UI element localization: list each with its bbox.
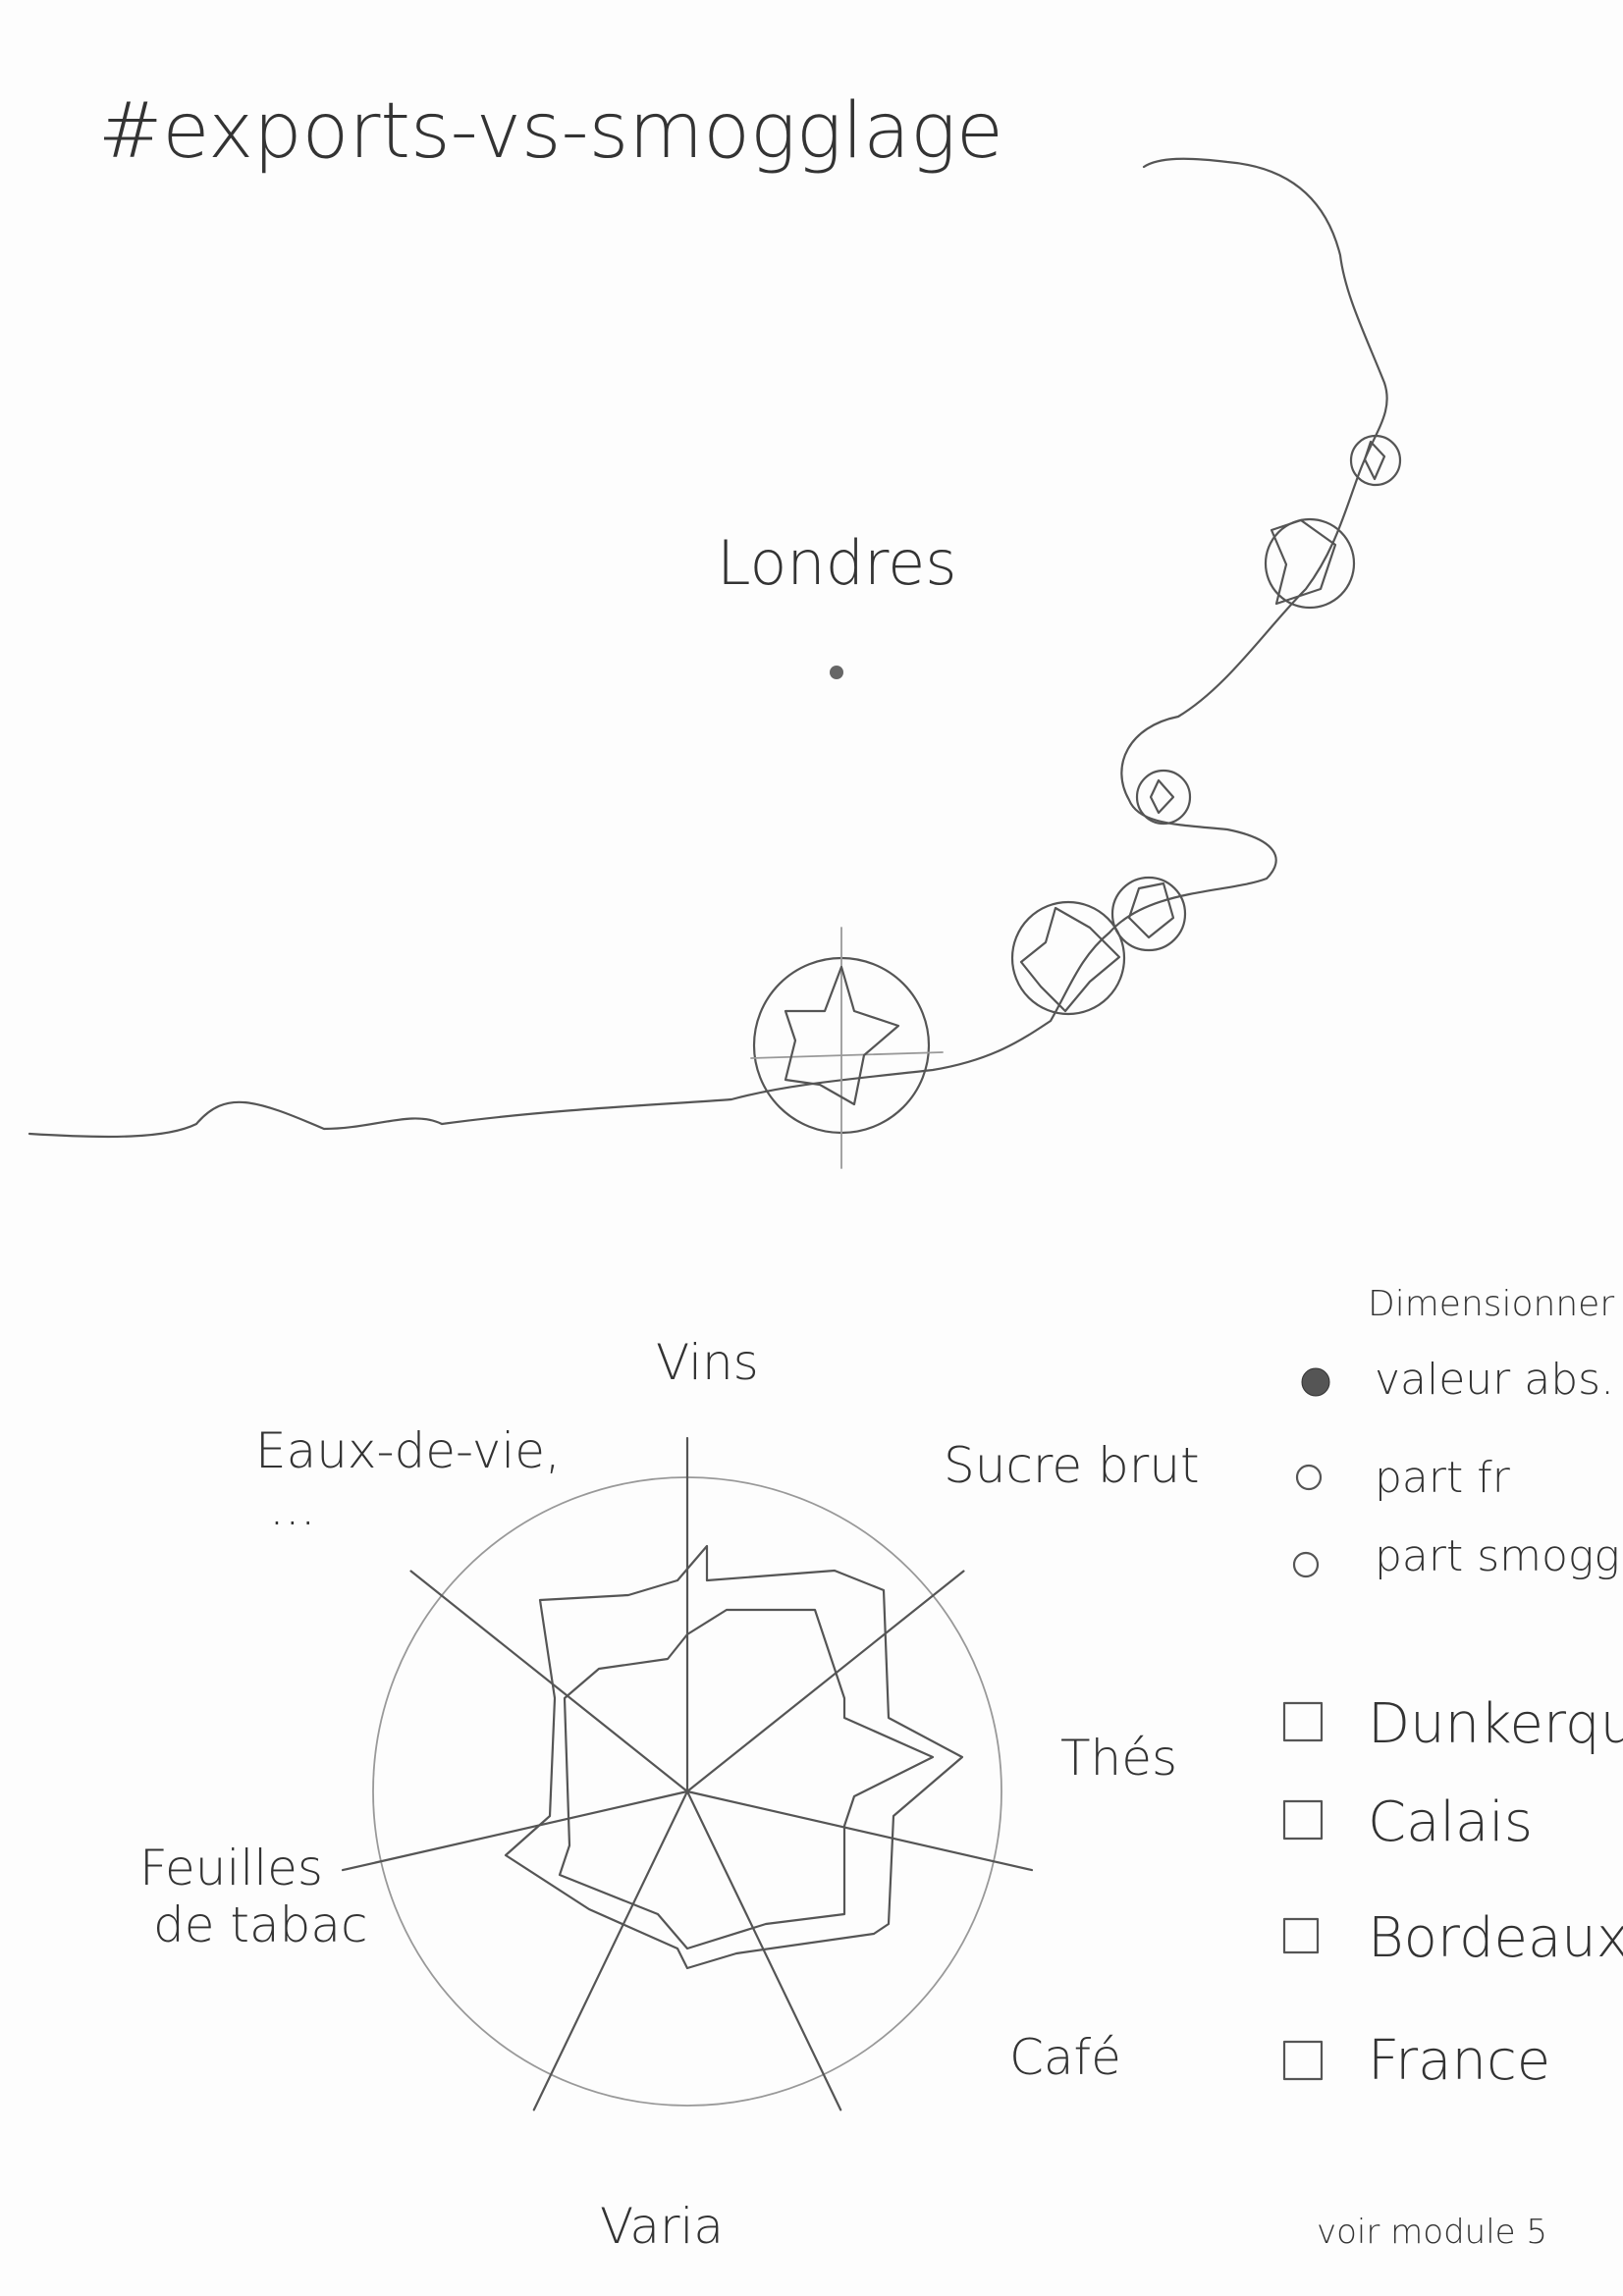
axis-label: Sucre brut: [944, 1437, 1200, 1494]
port-circle: [1110, 876, 1187, 952]
port-shape: [1019, 906, 1121, 1013]
radar-axis: [685, 1789, 842, 2111]
radar-axis: [341, 1789, 689, 1872]
checkbox[interactable]: [1282, 1799, 1324, 1841]
filter-label: France: [1368, 2029, 1550, 2093]
port-circle: [1010, 900, 1126, 1016]
radar-axis: [532, 1789, 689, 2111]
radar-shape: [558, 1608, 935, 1950]
axis-label: ...: [269, 1479, 316, 1536]
title: #exports-vs-smogglage: [98, 87, 1003, 176]
radar-axis: [685, 1570, 965, 1793]
filter-label: Bordeaux: [1368, 1906, 1623, 1970]
port-shape: [1149, 778, 1175, 815]
city-label: Londres: [717, 527, 957, 599]
port-shape: [1270, 518, 1337, 606]
size-title: Dimensionner par:: [1368, 1284, 1623, 1324]
option-dot[interactable]: [1295, 1464, 1323, 1491]
radar-shape: [504, 1544, 964, 1970]
coastline: [27, 157, 1388, 1139]
size-option: part fr: [1375, 1453, 1511, 1503]
axis-label: Vins: [656, 1334, 759, 1391]
size-option: valeur abs.: [1375, 1355, 1614, 1405]
axis-label: Thés: [1060, 1730, 1177, 1787]
axis-label: de tabac: [153, 1896, 368, 1953]
port-shape: [1363, 440, 1386, 481]
port-shape: [1127, 881, 1175, 939]
option-dot-filled[interactable]: [1301, 1367, 1330, 1397]
port-glyphs: [750, 434, 1402, 1169]
port-circle: [1135, 769, 1192, 826]
size-option: part smogglers: [1375, 1531, 1623, 1581]
footer-note: voir module 5: [1317, 2213, 1547, 2252]
checkbox[interactable]: [1282, 1917, 1320, 1954]
legend: Dimensionner par:: [1282, 1284, 1623, 2081]
filter-label: Dunkerque: [1368, 1692, 1623, 1756]
axis: [750, 1051, 944, 1059]
port-circle: [1264, 517, 1356, 610]
filter-label: Calais: [1368, 1790, 1533, 1854]
port-shape: [784, 965, 900, 1106]
checkbox[interactable]: [1282, 2040, 1324, 2081]
city-dot: [830, 666, 843, 679]
option-dot[interactable]: [1292, 1551, 1320, 1578]
checkbox[interactable]: [1282, 1701, 1324, 1742]
axis-label: Eaux-de-vie,: [255, 1422, 561, 1479]
axis-label: Varia: [600, 2198, 724, 2255]
radar-axis: [685, 1789, 1034, 1872]
port-circle: [1349, 434, 1402, 487]
radar-axis: [409, 1570, 689, 1793]
axis-label: Café: [1009, 2029, 1121, 2086]
axis-label: Feuilles: [139, 1840, 323, 1896]
